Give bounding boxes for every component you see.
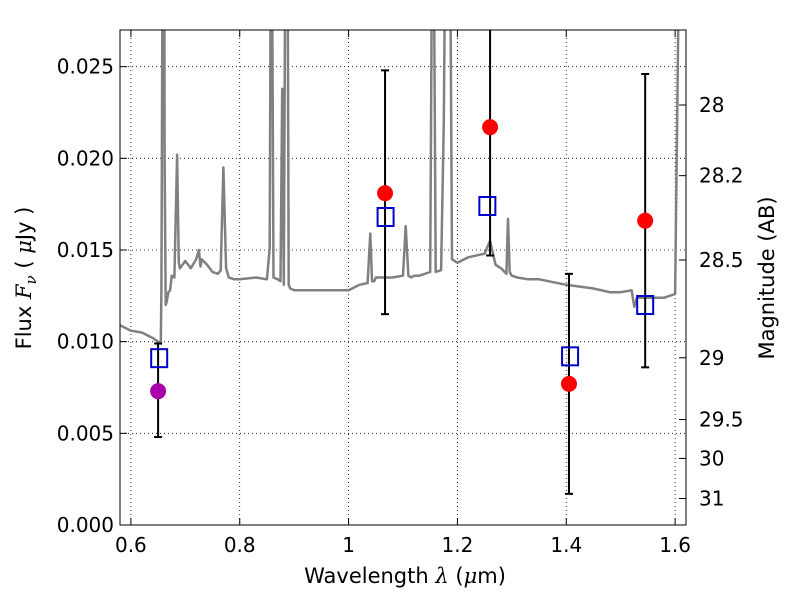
model-flux-square xyxy=(150,348,169,369)
observed-flux-point xyxy=(560,375,577,392)
x-axis-mu: μ xyxy=(464,564,478,588)
y2-tick-label: 30 xyxy=(699,446,724,470)
x-tick-label: 1 xyxy=(342,533,355,557)
x-axis-label: Wavelength λ (μm) xyxy=(304,564,506,588)
y2-tick-label: 28 xyxy=(699,93,724,117)
y-axis-F: F xyxy=(12,283,36,300)
plot-frame xyxy=(119,29,687,526)
y-tick-label: 0.020 xyxy=(57,146,114,170)
y-tick-label: 0.025 xyxy=(57,55,114,79)
x-axis-lambda: λ xyxy=(434,564,448,588)
x-tick-label: 1.4 xyxy=(550,533,582,557)
y2-axis-label: Magnitude (AB) xyxy=(755,196,779,359)
y2-tick-label: 29 xyxy=(699,346,724,370)
model-flux-square xyxy=(561,346,580,367)
model-spectrum-line xyxy=(120,30,680,345)
y2-tick-label: 31 xyxy=(699,487,724,511)
y-tick-label: 0.015 xyxy=(57,238,114,262)
y-axis-mu: μ xyxy=(12,240,36,254)
observed-flux-point xyxy=(637,212,654,229)
y-tick-label: 0.000 xyxy=(57,513,114,537)
data-area xyxy=(120,30,680,495)
observed-flux-point xyxy=(377,185,394,202)
x-tick-label: 0.8 xyxy=(224,533,256,557)
y-axis-label: Flux Fν ( μJy ) xyxy=(12,207,40,350)
observed-flux-point xyxy=(150,383,167,400)
ticks: 0.6 0.8 1 1.2 1.4 1.6 0.000 0.005 0.010 0.015 0.02… xyxy=(57,30,744,557)
model-flux-square xyxy=(636,295,655,315)
x-tick-label: 1.6 xyxy=(659,533,691,557)
y-tick-label: 0.010 xyxy=(57,330,114,354)
model-flux-square xyxy=(376,207,395,227)
model-flux-square xyxy=(478,196,497,216)
y2-tick-label: 28.5 xyxy=(699,248,744,272)
y2-tick-label: 29.5 xyxy=(699,408,744,432)
plot-background xyxy=(120,30,686,525)
grid xyxy=(120,30,686,526)
x-tick-label: 0.6 xyxy=(115,533,147,557)
y-axis-nu: ν xyxy=(22,275,40,284)
observed-flux-point xyxy=(482,119,499,136)
y-tick-label: 0.005 xyxy=(57,421,114,445)
x-tick-label: 1.2 xyxy=(442,533,474,557)
y2-tick-label: 28.2 xyxy=(699,164,744,188)
